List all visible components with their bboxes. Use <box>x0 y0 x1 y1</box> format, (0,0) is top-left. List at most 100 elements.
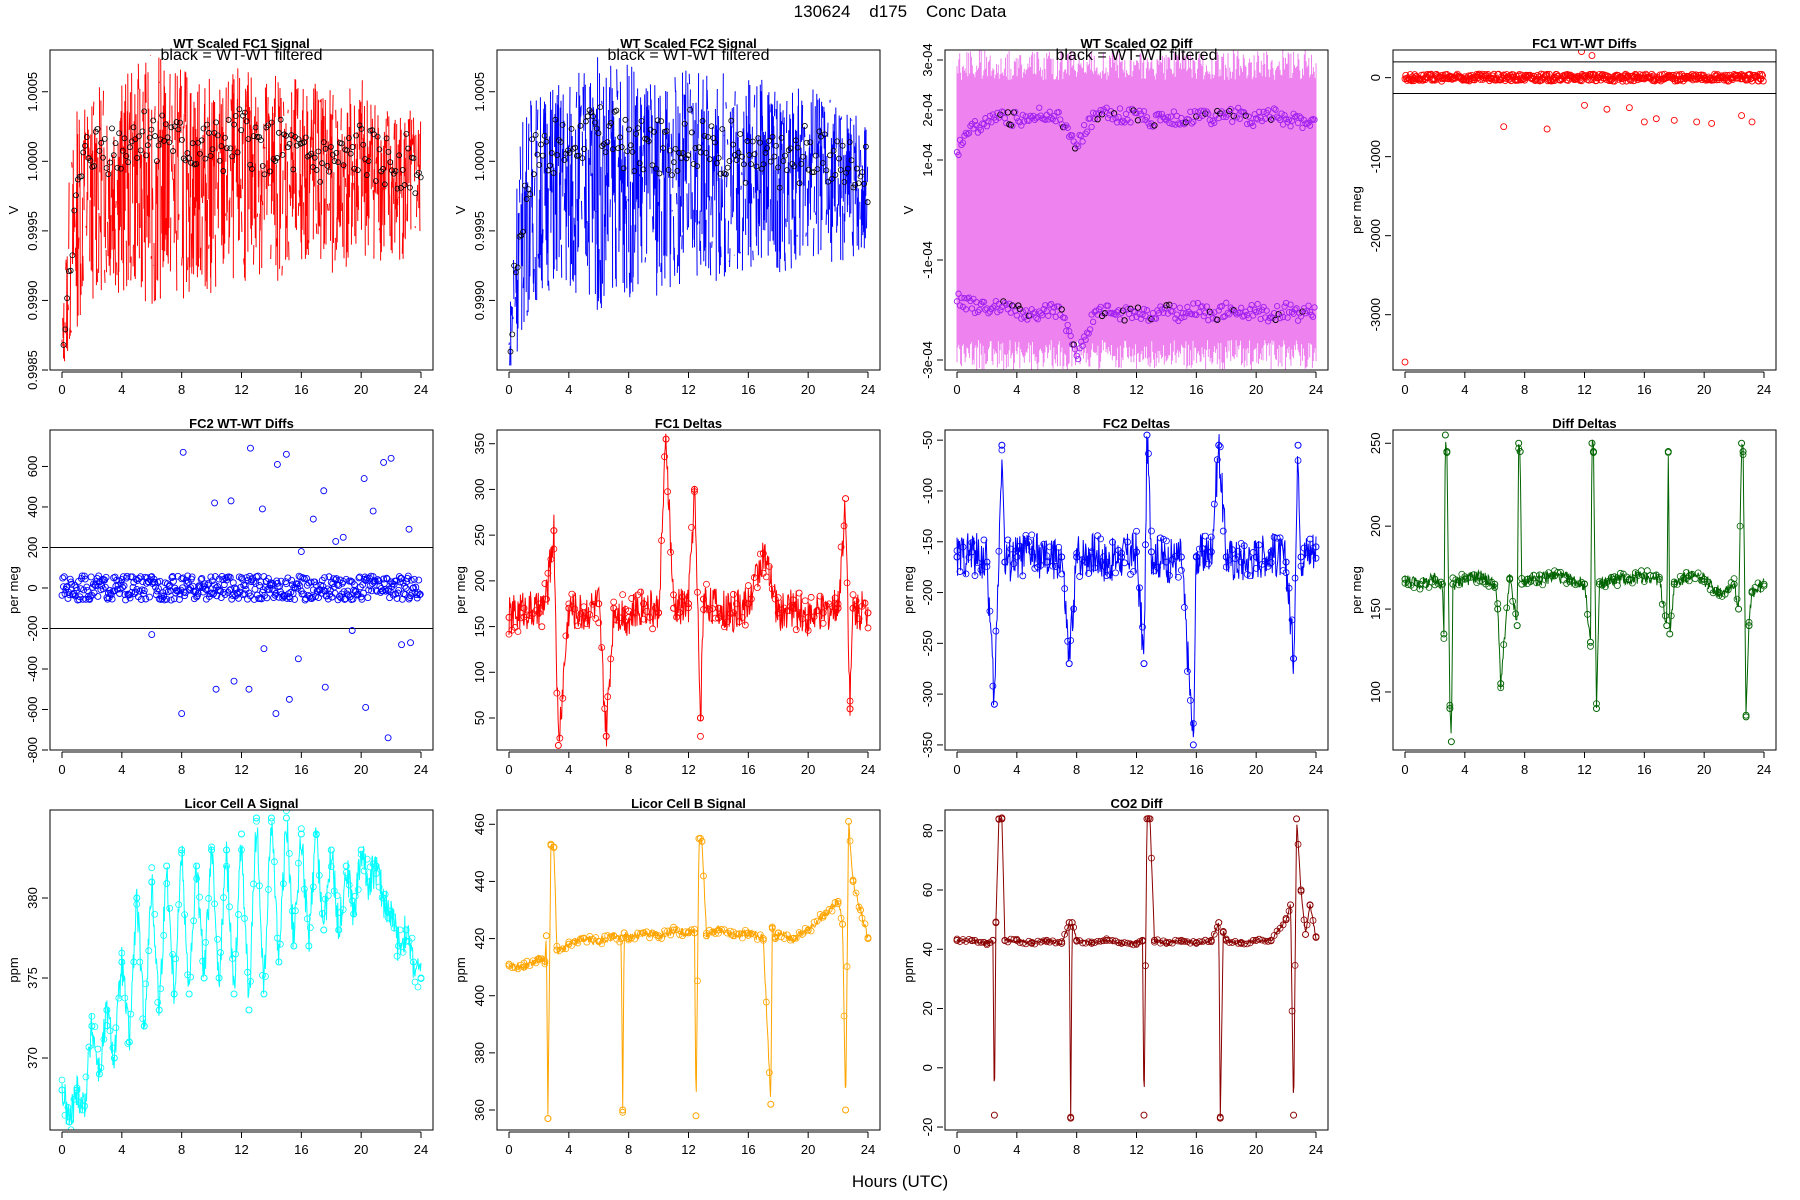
series-point-upper-level <box>1109 116 1116 123</box>
series-point-lower-level <box>1218 303 1225 310</box>
series-point-lower-level <box>1311 304 1318 311</box>
data-point-noise <box>673 926 680 934</box>
data-point-noise <box>363 855 371 863</box>
filtered-point <box>780 158 787 164</box>
data-point-noise <box>408 934 416 942</box>
data-point <box>1162 558 1170 566</box>
x-tick-label: 4 <box>1461 382 1468 397</box>
series-point-lower-level <box>1097 303 1104 311</box>
data-point <box>327 846 335 854</box>
data-point-noise <box>390 581 398 588</box>
x-tick-label: 16 <box>294 382 308 397</box>
y-tick-label: 200 <box>1368 515 1383 537</box>
data-point-noise <box>646 613 654 621</box>
data-point-noise <box>88 1012 96 1020</box>
data-point-noise <box>1103 572 1110 579</box>
series-point-upper-level <box>1229 118 1236 125</box>
filtered-point <box>728 117 735 124</box>
filtered-point <box>286 140 293 147</box>
data-point-noise <box>1219 527 1227 535</box>
data-point-noise <box>1130 941 1137 949</box>
data-point <box>1401 358 1409 366</box>
series-point-upper-level <box>1101 108 1109 116</box>
data-point <box>362 704 370 711</box>
data-point-noise <box>407 576 415 584</box>
x-tick-label: 8 <box>178 762 185 777</box>
series-point-upper-level <box>1167 113 1175 120</box>
data-point-noise <box>1544 77 1552 85</box>
series-point-lower-level <box>1284 314 1291 321</box>
filtered-point <box>816 128 823 135</box>
data-point-noise <box>247 978 254 985</box>
data-point-noise <box>1533 579 1541 587</box>
filtered-point <box>137 147 144 154</box>
data-point <box>670 604 678 612</box>
y-tick-label: 380 <box>472 1042 487 1064</box>
series-point-lower-level <box>1140 305 1148 313</box>
filtered-point <box>82 142 88 149</box>
data-point-noise <box>85 1043 93 1051</box>
data-point-noise <box>1627 77 1635 84</box>
data-point-noise <box>637 588 645 596</box>
data-point <box>140 1022 148 1030</box>
y-tick-label: 0.9995 <box>472 211 487 251</box>
data-point-noise <box>96 578 104 585</box>
data-point-noise <box>694 977 701 985</box>
data-point-noise <box>190 587 198 595</box>
page-title: 130624 d175 Conc Data <box>793 2 1007 21</box>
filtered-point <box>322 145 329 152</box>
filtered-point <box>306 152 313 159</box>
y-tick-label: 0.9990 <box>472 281 487 321</box>
data-point-noise <box>676 609 683 616</box>
series-point-upper-level <box>1155 110 1163 117</box>
data-point-noise <box>828 603 836 610</box>
data-point-noise <box>127 1010 135 1018</box>
series-point-lower-level <box>1061 314 1068 322</box>
data-point-noise <box>253 817 260 825</box>
data-point-noise <box>661 927 668 935</box>
data-point-noise <box>1291 574 1299 582</box>
filtered-point <box>676 150 683 156</box>
filtered-point <box>146 134 153 141</box>
filtered-point <box>845 165 851 172</box>
data-point-noise <box>1745 618 1753 626</box>
data-point-noise <box>128 588 136 596</box>
data-point-noise <box>550 844 558 852</box>
data-point <box>767 1100 775 1108</box>
data-point <box>369 507 377 515</box>
y-tick-label: -200 <box>920 580 935 606</box>
series-point-upper-level <box>1045 116 1052 123</box>
data-point-noise <box>370 578 378 586</box>
data-point-noise <box>1243 570 1251 578</box>
data-point <box>1073 553 1081 561</box>
filtered-point <box>98 139 105 146</box>
data-point-noise <box>1061 930 1069 938</box>
data-point-noise <box>1145 815 1152 822</box>
data-point-noise <box>264 575 272 583</box>
data-point-noise <box>1264 937 1272 945</box>
data-point-noise <box>1210 500 1218 508</box>
series-line-signal-upper-envelope <box>61 54 422 362</box>
series-point-upper-level <box>1242 112 1249 119</box>
data-point <box>702 932 710 940</box>
data-point <box>148 878 156 886</box>
filtered-point <box>153 158 160 165</box>
filtered-point <box>801 123 808 129</box>
data-point-noise <box>571 605 579 613</box>
data-point <box>864 609 872 617</box>
filtered-point <box>830 147 837 154</box>
y-tick-label: 350 <box>472 433 487 455</box>
series-point-lower-level <box>1202 309 1209 316</box>
x-tick-label: 0 <box>505 762 512 777</box>
data-point-noise <box>120 582 128 590</box>
series-point-lower-level <box>1263 307 1270 314</box>
data-point <box>1666 630 1674 638</box>
x-tick-label: 20 <box>801 762 815 777</box>
series-point-upper-level <box>1164 113 1172 121</box>
filtered-point <box>532 132 539 138</box>
data-point-noise <box>756 931 764 939</box>
filtered-point <box>819 160 826 166</box>
data-point <box>252 814 260 822</box>
